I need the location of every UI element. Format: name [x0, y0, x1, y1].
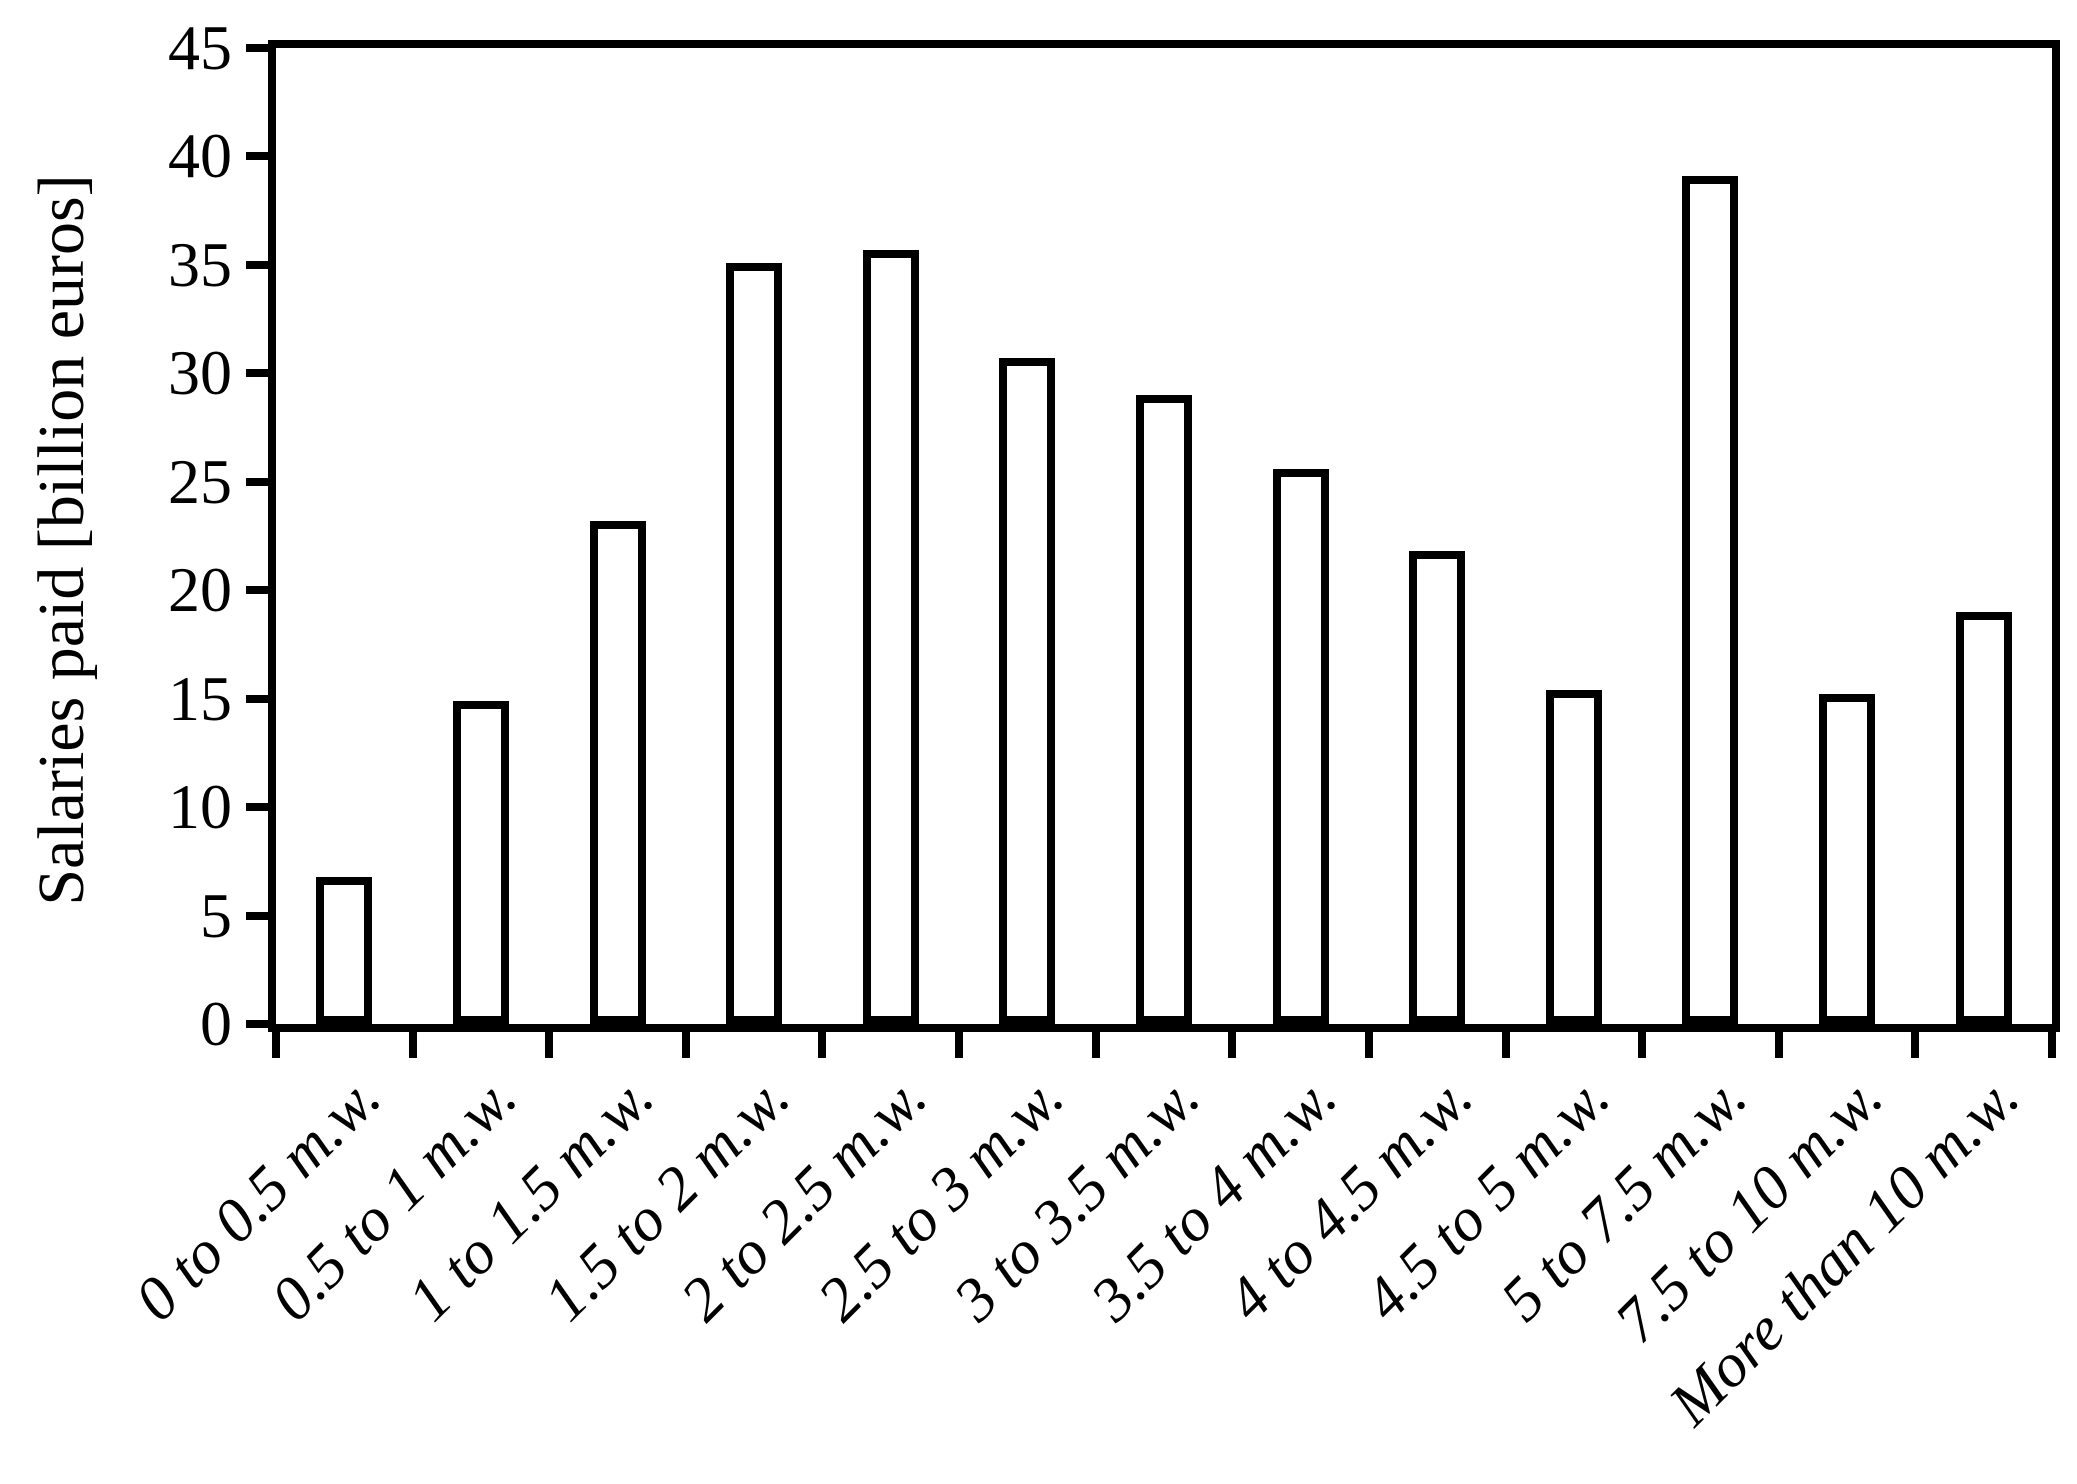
y-tick-label: 40: [168, 120, 232, 192]
bar: [453, 701, 509, 1024]
bar: [590, 521, 646, 1024]
y-tick-mark: [246, 152, 276, 161]
x-tick-mark: [1911, 1032, 1920, 1058]
y-tick-label: 30: [168, 337, 232, 409]
bar: [863, 250, 919, 1024]
y-tick-label: 5: [200, 879, 232, 951]
x-tick-mark: [1091, 1032, 1100, 1058]
y-tick-mark: [246, 586, 276, 595]
y-tick-mark: [246, 477, 276, 486]
bar: [1273, 469, 1329, 1024]
x-tick-mark: [1774, 1032, 1783, 1058]
bar: [999, 358, 1055, 1024]
y-tick-label: 35: [168, 228, 232, 300]
y-tick-label: 0: [200, 988, 232, 1059]
y-tick-mark: [246, 803, 276, 812]
bar: [1409, 551, 1465, 1024]
y-tick-mark: [246, 44, 276, 52]
y-tick-label: 45: [168, 12, 232, 83]
bar: [316, 877, 372, 1024]
y-tick-mark: [246, 911, 276, 920]
y-tick-mark: [246, 1020, 276, 1028]
bar: [1682, 176, 1738, 1024]
bar: [726, 263, 782, 1024]
y-tick-mark: [246, 260, 276, 269]
x-tick-mark: [1364, 1032, 1373, 1058]
y-tick-label: 25: [168, 445, 232, 517]
x-tick-mark: [272, 1032, 280, 1058]
x-tick-mark: [1501, 1032, 1510, 1058]
x-tick-mark: [818, 1032, 827, 1058]
x-tick-mark: [408, 1032, 417, 1058]
x-tick-mark: [1638, 1032, 1647, 1058]
bar: [1546, 690, 1602, 1024]
x-tick-mark: [681, 1032, 690, 1058]
x-tick-mark: [1228, 1032, 1237, 1058]
y-tick-label: 20: [168, 554, 232, 626]
y-tick-mark: [246, 694, 276, 703]
y-tick-label: 10: [168, 771, 232, 843]
x-tick-mark: [2048, 1032, 2056, 1058]
y-tick-mark: [246, 369, 276, 378]
x-tick-mark: [545, 1032, 554, 1058]
y-tick-label: 15: [168, 662, 232, 734]
x-tick-mark: [955, 1032, 964, 1058]
bar: [1136, 395, 1192, 1024]
bar: [1819, 694, 1875, 1024]
bar: [1956, 612, 2012, 1024]
